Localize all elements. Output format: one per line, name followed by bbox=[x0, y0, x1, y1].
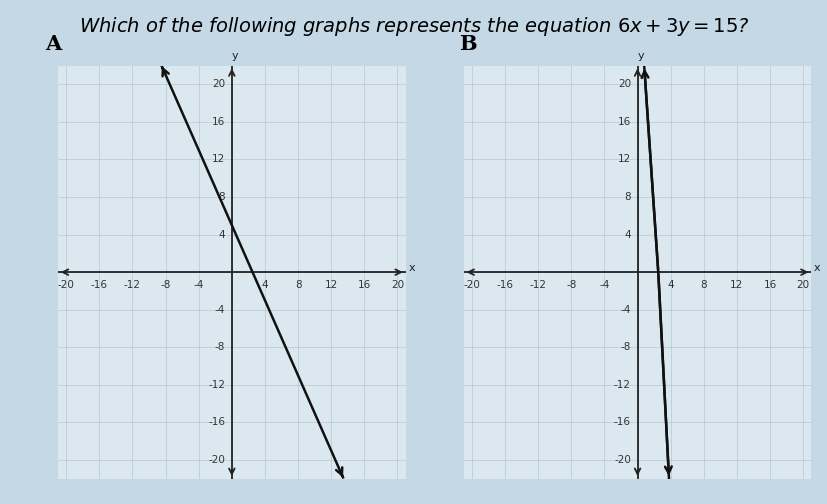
Text: -12: -12 bbox=[124, 280, 141, 290]
Text: B: B bbox=[459, 34, 476, 54]
Text: -8: -8 bbox=[566, 280, 576, 290]
Text: -8: -8 bbox=[214, 342, 225, 352]
Text: 20: 20 bbox=[390, 280, 404, 290]
Text: -16: -16 bbox=[613, 417, 630, 427]
Text: -16: -16 bbox=[208, 417, 225, 427]
Text: 12: 12 bbox=[729, 280, 743, 290]
Text: y: y bbox=[637, 51, 643, 61]
Text: 20: 20 bbox=[617, 79, 630, 89]
Text: 8: 8 bbox=[700, 280, 706, 290]
Text: 20: 20 bbox=[796, 280, 809, 290]
Text: -20: -20 bbox=[58, 280, 74, 290]
Text: x: x bbox=[813, 264, 820, 273]
Text: 4: 4 bbox=[218, 230, 225, 239]
Text: 20: 20 bbox=[212, 79, 225, 89]
Text: 8: 8 bbox=[218, 192, 225, 202]
Text: 8: 8 bbox=[294, 280, 301, 290]
Text: -12: -12 bbox=[613, 380, 630, 390]
Text: -8: -8 bbox=[160, 280, 170, 290]
Text: 12: 12 bbox=[617, 154, 630, 164]
Text: -8: -8 bbox=[619, 342, 630, 352]
Text: -20: -20 bbox=[208, 455, 225, 465]
Text: -4: -4 bbox=[619, 305, 630, 314]
Text: x: x bbox=[408, 264, 414, 273]
Text: -20: -20 bbox=[614, 455, 630, 465]
Text: Which of the following graphs represents the equation $6x + 3y = 15$?: Which of the following graphs represents… bbox=[79, 15, 748, 38]
Text: 16: 16 bbox=[617, 117, 630, 127]
Text: y: y bbox=[232, 51, 238, 61]
Text: 16: 16 bbox=[212, 117, 225, 127]
Text: -16: -16 bbox=[496, 280, 513, 290]
Text: -20: -20 bbox=[463, 280, 480, 290]
Text: 8: 8 bbox=[624, 192, 630, 202]
Text: -12: -12 bbox=[529, 280, 546, 290]
Text: 4: 4 bbox=[667, 280, 673, 290]
Text: -4: -4 bbox=[599, 280, 609, 290]
Text: 12: 12 bbox=[324, 280, 337, 290]
Text: 12: 12 bbox=[212, 154, 225, 164]
Text: 16: 16 bbox=[762, 280, 776, 290]
Text: -4: -4 bbox=[214, 305, 225, 314]
Text: A: A bbox=[45, 34, 62, 54]
Text: -12: -12 bbox=[208, 380, 225, 390]
Text: -16: -16 bbox=[91, 280, 108, 290]
Text: 4: 4 bbox=[261, 280, 268, 290]
Text: 4: 4 bbox=[624, 230, 630, 239]
Text: 16: 16 bbox=[357, 280, 370, 290]
Text: -4: -4 bbox=[194, 280, 203, 290]
